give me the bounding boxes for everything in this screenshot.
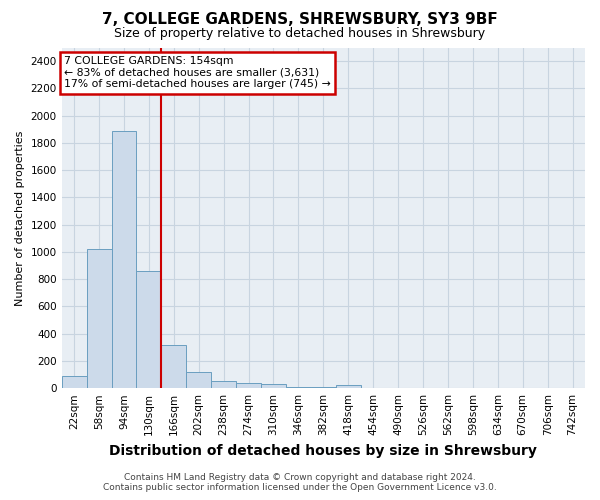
Text: Size of property relative to detached houses in Shrewsbury: Size of property relative to detached ho… [115,28,485,40]
Bar [161,344,186,388]
Bar [62,376,86,388]
Bar [286,387,311,388]
Bar [236,384,261,388]
Bar [211,380,236,388]
Bar [186,372,211,388]
Bar [261,384,286,388]
Text: Contains HM Land Registry data © Crown copyright and database right 2024.
Contai: Contains HM Land Registry data © Crown c… [103,473,497,492]
Text: 7, COLLEGE GARDENS, SHREWSBURY, SY3 9BF: 7, COLLEGE GARDENS, SHREWSBURY, SY3 9BF [102,12,498,28]
Bar [336,386,361,388]
Bar [86,248,112,388]
Text: 7 COLLEGE GARDENS: 154sqm
← 83% of detached houses are smaller (3,631)
17% of se: 7 COLLEGE GARDENS: 154sqm ← 83% of detac… [64,56,331,89]
Y-axis label: Number of detached properties: Number of detached properties [15,130,25,306]
Bar [136,271,161,388]
Bar [112,130,136,388]
X-axis label: Distribution of detached houses by size in Shrewsbury: Distribution of detached houses by size … [109,444,537,458]
